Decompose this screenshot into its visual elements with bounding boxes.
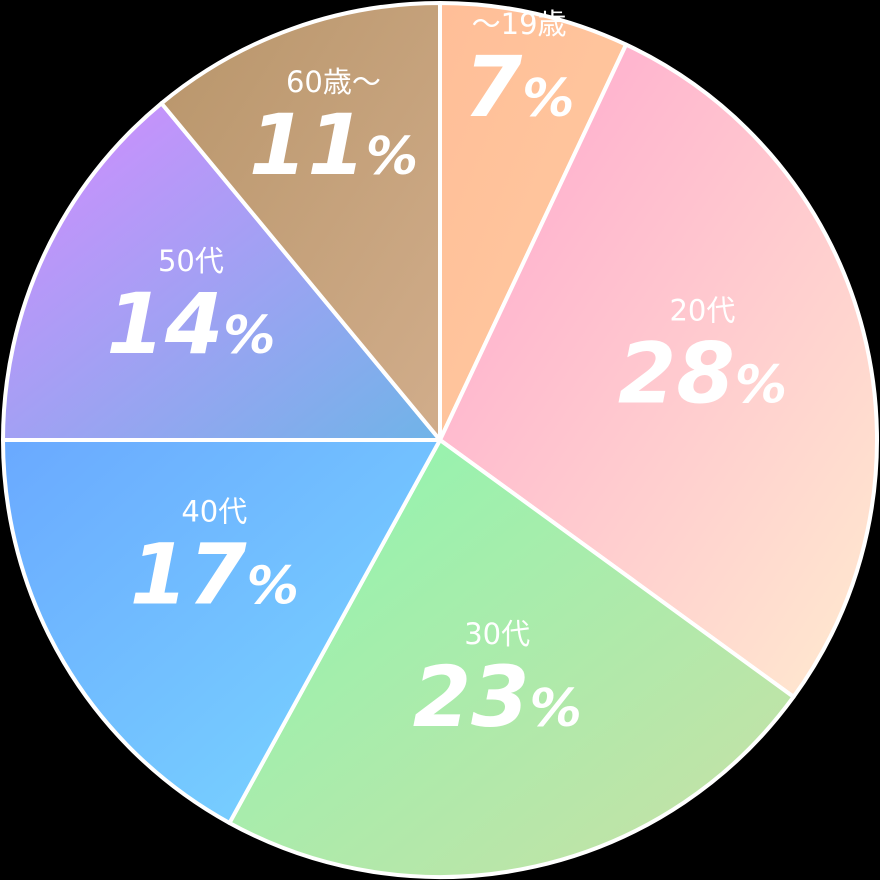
slice-label: 60歳～ [286, 65, 381, 99]
pie-slice [438, 1, 629, 442]
slice-label: 30代 [464, 617, 530, 651]
slice-value: 11% [249, 96, 418, 194]
slice-value: 23% [413, 648, 582, 746]
slice-value: 28% [618, 325, 787, 423]
pie-slice [227, 438, 796, 879]
slice-label: 40代 [181, 494, 247, 528]
slice-value: 7% [464, 38, 575, 136]
slice-label: 20代 [669, 294, 735, 328]
pie-slice [1, 101, 442, 442]
slice-value: 14% [106, 275, 275, 373]
slice-value: 17% [130, 525, 299, 623]
slice-label: 50代 [158, 244, 224, 278]
pie-slice [1, 438, 442, 825]
slice-label: ～19歳 [472, 7, 567, 41]
pie-slice [438, 42, 879, 699]
pie-slice [159, 1, 442, 442]
